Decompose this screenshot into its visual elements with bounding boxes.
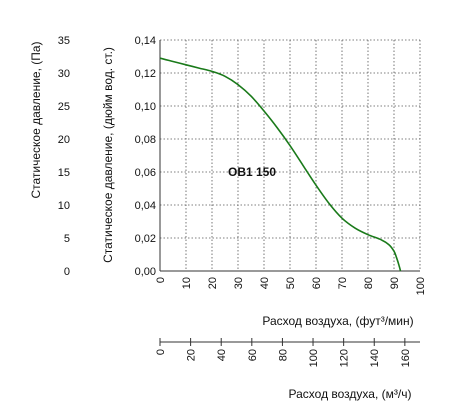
x-top-tick-label: 70 xyxy=(337,277,349,289)
grid xyxy=(160,39,421,271)
x-top-tick-label: 80 xyxy=(363,277,375,289)
x-bottom-tick-label: 140 xyxy=(369,349,381,367)
x-bottom-tick-label: 60 xyxy=(247,349,259,361)
y-right-tick-label: 0,04 xyxy=(135,200,156,212)
y-left-tick-label: 25 xyxy=(58,101,70,113)
y-right-tick-label: 0,14 xyxy=(135,35,156,47)
y-left-tick-label: 10 xyxy=(58,200,70,212)
y-left-tick-label: 30 xyxy=(58,68,70,80)
x-top-tick-label: 30 xyxy=(233,277,245,289)
y-right-tick-label: 0,08 xyxy=(135,134,156,146)
x-bottom-tick-label: 120 xyxy=(339,349,351,367)
performance-curve xyxy=(159,57,402,272)
x-top-tick-label: 20 xyxy=(207,277,219,289)
y-left-tick-label: 15 xyxy=(58,167,70,179)
x-bottom-tick-label: 80 xyxy=(277,349,289,361)
y-left-tick-label: 5 xyxy=(64,233,70,245)
x-bottom-axis-label: Расход воздуха, (м³/ч) xyxy=(289,387,412,401)
y-left-axis-label: Статическое давление, (Па) xyxy=(29,41,43,198)
y-right-tick-label: 0,06 xyxy=(135,167,156,179)
x-bottom-tick-label: 40 xyxy=(216,349,228,361)
curve-layer xyxy=(159,57,402,272)
y-left-tick-label: 35 xyxy=(58,35,70,47)
y-right-tick-label: 0,10 xyxy=(135,101,156,113)
y-right-axis-label: Статическое давление, (дюйм вод. ст.) xyxy=(101,47,115,263)
y-right-tick-label: 0,00 xyxy=(135,266,156,278)
x-top-tick-label: 60 xyxy=(311,277,323,289)
x-top-axis-label: Расход воздуха, (фут³/мин) xyxy=(262,314,413,328)
x-top-tick-label: 0 xyxy=(155,277,167,283)
x-bottom-tick-label: 160 xyxy=(400,349,412,367)
x-top-tick-label: 10 xyxy=(181,277,193,289)
model-annotation: OB1 150 xyxy=(228,165,276,179)
y-right-tick-label: 0,02 xyxy=(135,233,156,245)
x-top-tick-label: 40 xyxy=(259,277,271,289)
labels: OB1 150 Статическое давление, (Па) Стати… xyxy=(29,41,414,401)
x-top-tick-label: 100 xyxy=(415,277,427,295)
y-left-tick-label: 0 xyxy=(64,266,70,278)
x-top-tick-label: 90 xyxy=(389,277,401,289)
x-top-tick-label: 50 xyxy=(285,277,297,289)
y-left-tick-label: 20 xyxy=(58,134,70,146)
x-bottom-tick-label: 0 xyxy=(155,349,167,355)
axes: 0,00 0,02 0,04 0,06 0,08 0,10 0,12 0,14 0 5 10 15 20… xyxy=(58,35,427,367)
x-bottom-tick-label: 100 xyxy=(308,349,320,367)
y-right-tick-label: 0,12 xyxy=(135,68,156,80)
x-bottom-tick-label: 20 xyxy=(186,349,198,361)
